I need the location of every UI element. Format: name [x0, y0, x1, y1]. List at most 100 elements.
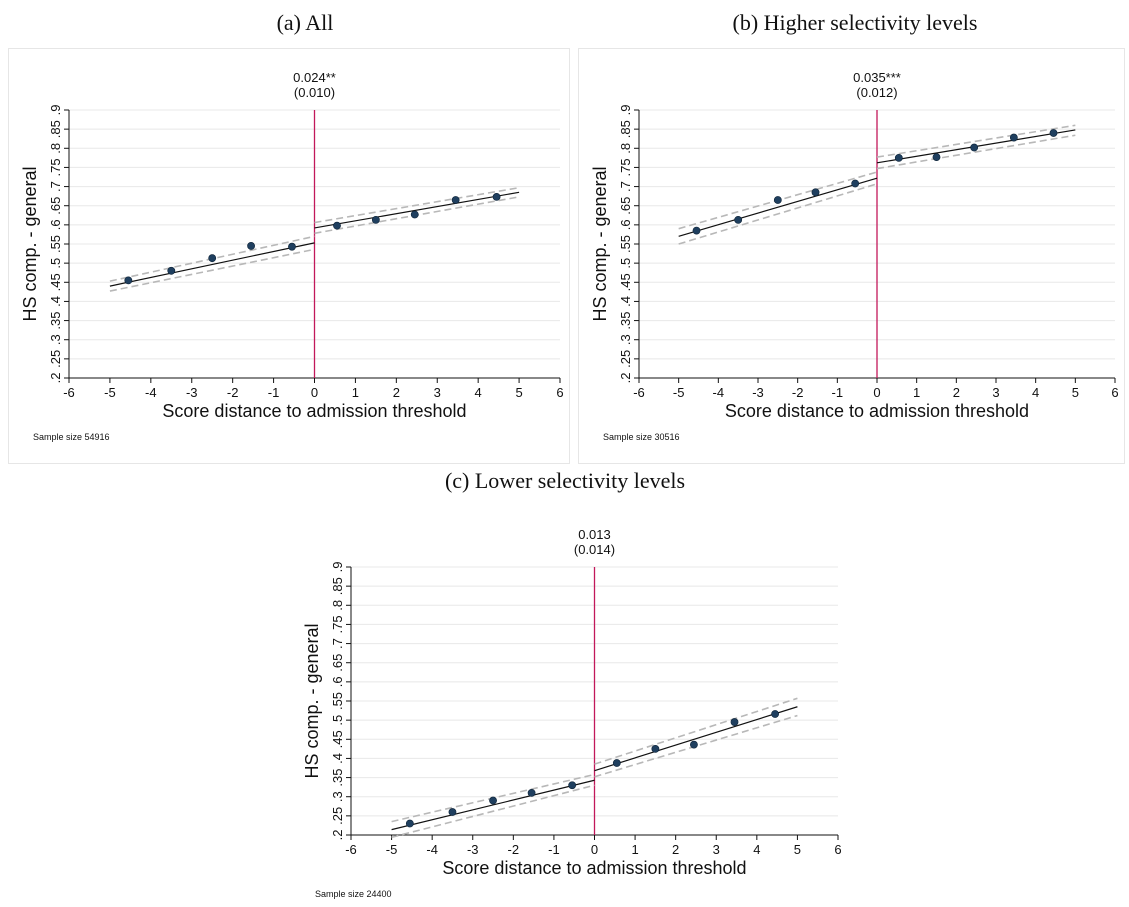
x-tick-label: 2: [393, 385, 400, 400]
x-tick-label: -1: [548, 842, 560, 857]
data-point: [288, 242, 296, 251]
standard-error: (0.010): [294, 85, 335, 100]
x-tick-label: -6: [63, 385, 75, 400]
data-point: [690, 740, 698, 749]
x-tick-label: -4: [713, 385, 725, 400]
x-tick-label: -4: [426, 842, 438, 857]
x-tick-label: 3: [434, 385, 441, 400]
confidence-band-line: [594, 697, 798, 765]
data-point: [167, 266, 176, 275]
data-point: [124, 276, 133, 285]
fit-line: [109, 242, 315, 287]
y-tick-label: .55: [48, 235, 63, 253]
x-tick-label: -3: [186, 385, 198, 400]
y-tick-label: .35: [48, 312, 63, 330]
y-tick-label: .55: [618, 235, 633, 253]
panel-c: .2 .25 .3 .35 .4 .45 .5 .55 .6 .65 .7 .75 .8 .85 .9 -6 -…: [290, 513, 850, 905]
x-tick-label: -1: [268, 385, 280, 400]
y-tick-label: .8: [48, 143, 63, 154]
data-point: [448, 808, 457, 816]
sample-size-note: Sample size 54916: [33, 432, 110, 442]
y-tick-label: .8: [618, 143, 633, 154]
x-tick-label: 2: [953, 385, 960, 400]
y-tick-label: .9: [330, 562, 345, 573]
x-tick-label: 3: [992, 385, 999, 400]
data-point: [894, 153, 903, 162]
chart-c: .2 .25 .3 .35 .4 .45 .5 .55 .6 .65 .7 .75 .8 .85 .9 -6 -…: [302, 527, 842, 899]
data-point: [1049, 129, 1058, 137]
confidence-band-line: [391, 784, 595, 839]
data-point: [773, 196, 782, 204]
y-tick-label: .55: [330, 692, 345, 710]
data-point: [811, 188, 820, 197]
data-point: [247, 242, 255, 250]
x-tick-label: 6: [556, 385, 563, 400]
y-tick-label: .35: [618, 312, 633, 330]
panel-frame: [8, 48, 570, 464]
data-point: [333, 221, 341, 230]
y-tick-label: .85: [330, 577, 345, 595]
x-tick-label: 3: [713, 842, 720, 857]
y-tick-label: .3: [330, 791, 345, 802]
x-tick-label: 5: [1072, 385, 1079, 400]
y-tick-label: .7: [48, 181, 63, 192]
fit-line: [678, 177, 878, 237]
y-tick-label: .2: [48, 373, 63, 384]
y-tick-label: .45: [330, 730, 345, 748]
y-tick-label: .85: [618, 120, 633, 138]
y-tick-label: .45: [48, 273, 63, 291]
x-tick-label: -3: [752, 385, 764, 400]
data-point: [612, 759, 621, 767]
x-tick-label: -2: [792, 385, 804, 400]
y-tick-label: .5: [618, 258, 633, 269]
x-tick-label: -5: [673, 385, 685, 400]
confidence-band-line: [876, 134, 1076, 170]
x-axis-label: Score distance to admission threshold: [442, 858, 746, 878]
chart-b: .2 .25 .3 .35 .4 .45 .5 .55 .6 .65 .7 .75 .8 .85 .9 -6 -…: [578, 48, 1125, 464]
x-tick-label: 0: [873, 385, 880, 400]
y-tick-label: .9: [618, 105, 633, 116]
y-tick-label: .2: [330, 830, 345, 841]
sample-size-note: Sample size 30516: [603, 432, 680, 442]
data-point: [527, 788, 536, 797]
y-axis-label: HS comp. - general: [302, 623, 322, 778]
panel-b: .2 .25 .3 .35 .4 .45 .5 .55 .6 .65 .7 .75 .8 .85 .9 -6 -…: [578, 48, 1125, 464]
y-tick-label: .9: [48, 105, 63, 116]
y-tick-label: .45: [618, 273, 633, 291]
y-tick-label: .85: [48, 120, 63, 138]
y-tick-label: .4: [48, 296, 63, 307]
x-tick-label: -6: [633, 385, 645, 400]
y-tick-label: .25: [48, 350, 63, 368]
x-tick-label: 4: [753, 842, 760, 857]
data-point: [492, 193, 501, 201]
fit-line: [594, 706, 798, 772]
y-tick-label: .4: [330, 753, 345, 764]
confidence-band-line: [314, 186, 520, 224]
y-tick-label: .75: [618, 158, 633, 176]
y-axis-label: HS comp. - general: [590, 166, 610, 321]
y-tick-label: .4: [618, 296, 633, 307]
y-tick-label: .75: [48, 158, 63, 176]
discontinuity-estimate: 0.035***: [853, 70, 901, 85]
y-tick-label: .3: [48, 334, 63, 345]
x-tick-label: 5: [515, 385, 522, 400]
data-point: [208, 254, 217, 263]
x-tick-label: -3: [467, 842, 479, 857]
x-tick-label: -1: [832, 385, 844, 400]
data-point: [405, 819, 414, 828]
y-axis-label: HS comp. - general: [20, 166, 40, 321]
x-tick-label: -2: [508, 842, 520, 857]
x-tick-label: 1: [913, 385, 920, 400]
y-tick-label: .75: [330, 615, 345, 633]
caption-c: (c) Lower selectivity levels: [444, 468, 686, 493]
x-tick-label: 0: [591, 842, 598, 857]
data-point: [651, 744, 660, 753]
fit-line: [391, 779, 595, 831]
x-tick-label: 6: [1111, 385, 1118, 400]
x-tick-label: 0: [311, 385, 318, 400]
data-point: [451, 196, 460, 204]
data-point: [692, 226, 701, 235]
x-tick-label: 2: [672, 842, 679, 857]
data-point: [970, 143, 979, 152]
y-tick-label: .65: [618, 197, 633, 215]
